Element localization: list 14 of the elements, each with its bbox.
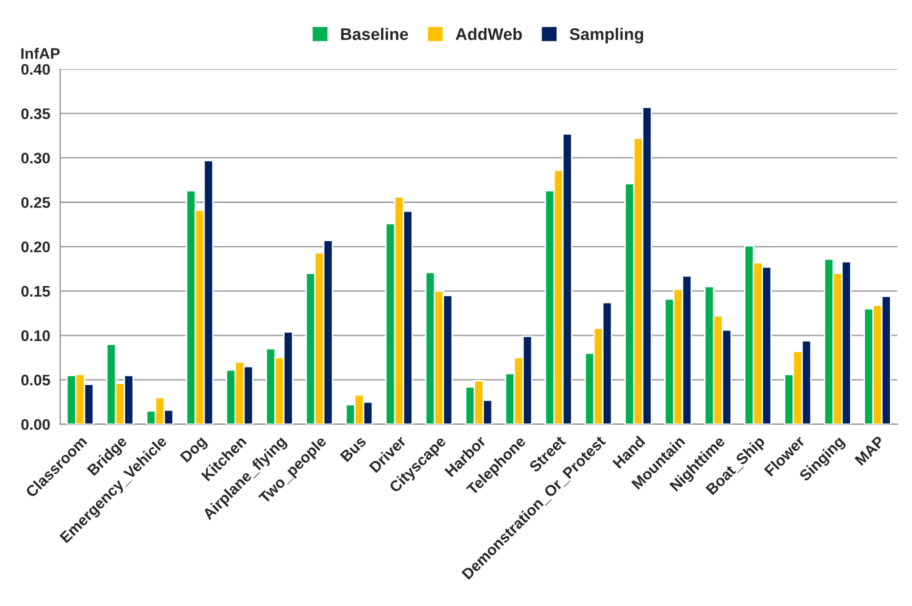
y-tick-label: 0.00 xyxy=(21,419,50,430)
y-tick-label: 0.40 xyxy=(21,64,50,75)
y-tick-label: 0.05 xyxy=(21,374,50,386)
y-tick-label: 0.10 xyxy=(21,330,50,342)
y-tick-label: 0.25 xyxy=(21,197,50,208)
y-tick-label: 0.20 xyxy=(21,242,50,252)
y-tick-label: 0.35 xyxy=(21,108,50,120)
x-tick-label: Bus xyxy=(340,435,367,462)
legend-label: AddWeb xyxy=(456,28,522,40)
y-tick-label: 0.15 xyxy=(21,286,50,297)
y-axis-title: InfAP xyxy=(21,48,60,59)
legend-label: Baseline xyxy=(341,28,408,40)
y-tick-label: 0.30 xyxy=(21,152,50,164)
legend-label: Sampling xyxy=(570,28,644,44)
